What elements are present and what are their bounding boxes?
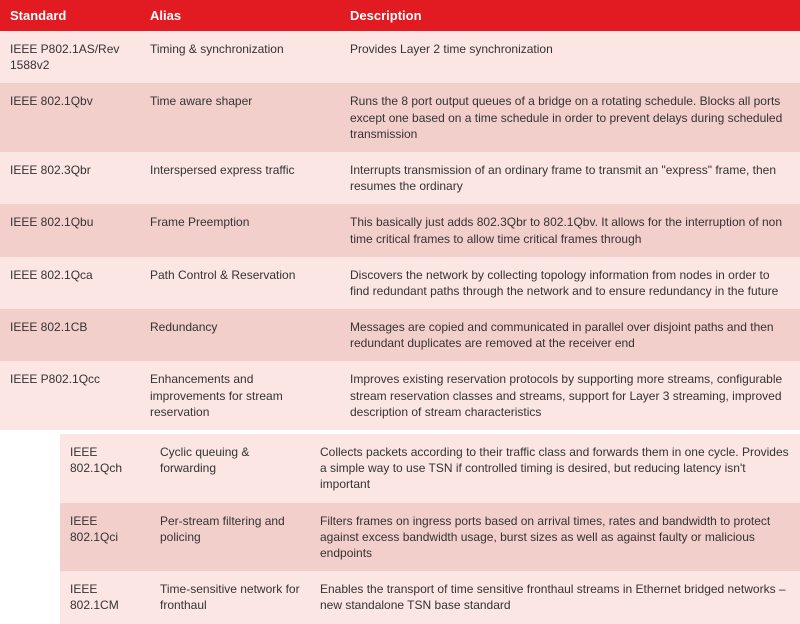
cell-standard: IEEE 802.1Qch	[60, 434, 150, 503]
cell-description: Improves existing reservation protocols …	[340, 361, 800, 430]
table-row: IEEE 802.1Qch Cyclic queuing & forwardin…	[60, 434, 800, 503]
header-standard: Standard	[0, 0, 140, 31]
header-description: Description	[340, 0, 800, 31]
cell-alias: Frame Preemption	[140, 204, 340, 256]
cell-description: Collects packets according to their traf…	[310, 434, 800, 503]
cell-standard: IEEE 802.3Qbr	[0, 152, 140, 204]
cell-alias: Redundancy	[140, 309, 340, 361]
cell-standard: IEEE 802.1CM	[60, 571, 150, 623]
cell-description: Messages are copied and communicated in …	[340, 309, 800, 361]
cell-description: Enables the transport of time sensitive …	[310, 571, 800, 623]
cell-description: This basically just adds 802.3Qbr to 802…	[340, 204, 800, 256]
cell-description: Interrupts transmission of an ordinary f…	[340, 152, 800, 204]
table-row: IEEE 802.1Qca Path Control & Reservation…	[0, 257, 800, 309]
cell-standard: IEEE P802.1Qcc	[0, 361, 140, 430]
standards-table-secondary: IEEE 802.1Qch Cyclic queuing & forwardin…	[60, 434, 800, 624]
cell-alias: Enhancements and improvements for stream…	[140, 361, 340, 430]
cell-alias: Timing & synchronization	[140, 31, 340, 83]
table-row: IEEE P802.1Qcc Enhancements and improvem…	[0, 361, 800, 430]
cell-standard: IEEE 802.1CB	[0, 309, 140, 361]
standards-table-main: Standard Alias Description IEEE P802.1AS…	[0, 0, 800, 430]
table-row: IEEE 802.1CB Redundancy Messages are cop…	[0, 309, 800, 361]
cell-alias: Per-stream filtering and policing	[150, 503, 310, 572]
cell-standard: IEEE 802.1Qci	[60, 503, 150, 572]
table-row: IEEE 802.1CM Time-sensitive network for …	[60, 571, 800, 623]
table-row: IEEE 802.3Qbr Interspersed express traff…	[0, 152, 800, 204]
cell-alias: Time-sensitive network for fronthaul	[150, 571, 310, 623]
cell-description: Discovers the network by collecting topo…	[340, 257, 800, 309]
cell-standard: IEEE P802.1AS/Rev 1588v2	[0, 31, 140, 83]
cell-alias: Path Control & Reservation	[140, 257, 340, 309]
cell-description: Runs the 8 port output queues of a bridg…	[340, 83, 800, 152]
table-row: IEEE P802.1AS/Rev 1588v2 Timing & synchr…	[0, 31, 800, 83]
cell-alias: Cyclic queuing & forwarding	[150, 434, 310, 503]
table-row: IEEE 802.1Qbv Time aware shaper Runs the…	[0, 83, 800, 152]
header-alias: Alias	[140, 0, 340, 31]
cell-alias: Time aware shaper	[140, 83, 340, 152]
cell-standard: IEEE 802.1Qbv	[0, 83, 140, 152]
cell-alias: Interspersed express traffic	[140, 152, 340, 204]
cell-standard: IEEE 802.1Qbu	[0, 204, 140, 256]
cell-description: Filters frames on ingress ports based on…	[310, 503, 800, 572]
table-row: IEEE 802.1Qci Per-stream filtering and p…	[60, 503, 800, 572]
cell-description: Provides Layer 2 time synchronization	[340, 31, 800, 83]
table-row: IEEE 802.1Qbu Frame Preemption This basi…	[0, 204, 800, 256]
cell-standard: IEEE 802.1Qca	[0, 257, 140, 309]
table-header-row: Standard Alias Description	[0, 0, 800, 31]
